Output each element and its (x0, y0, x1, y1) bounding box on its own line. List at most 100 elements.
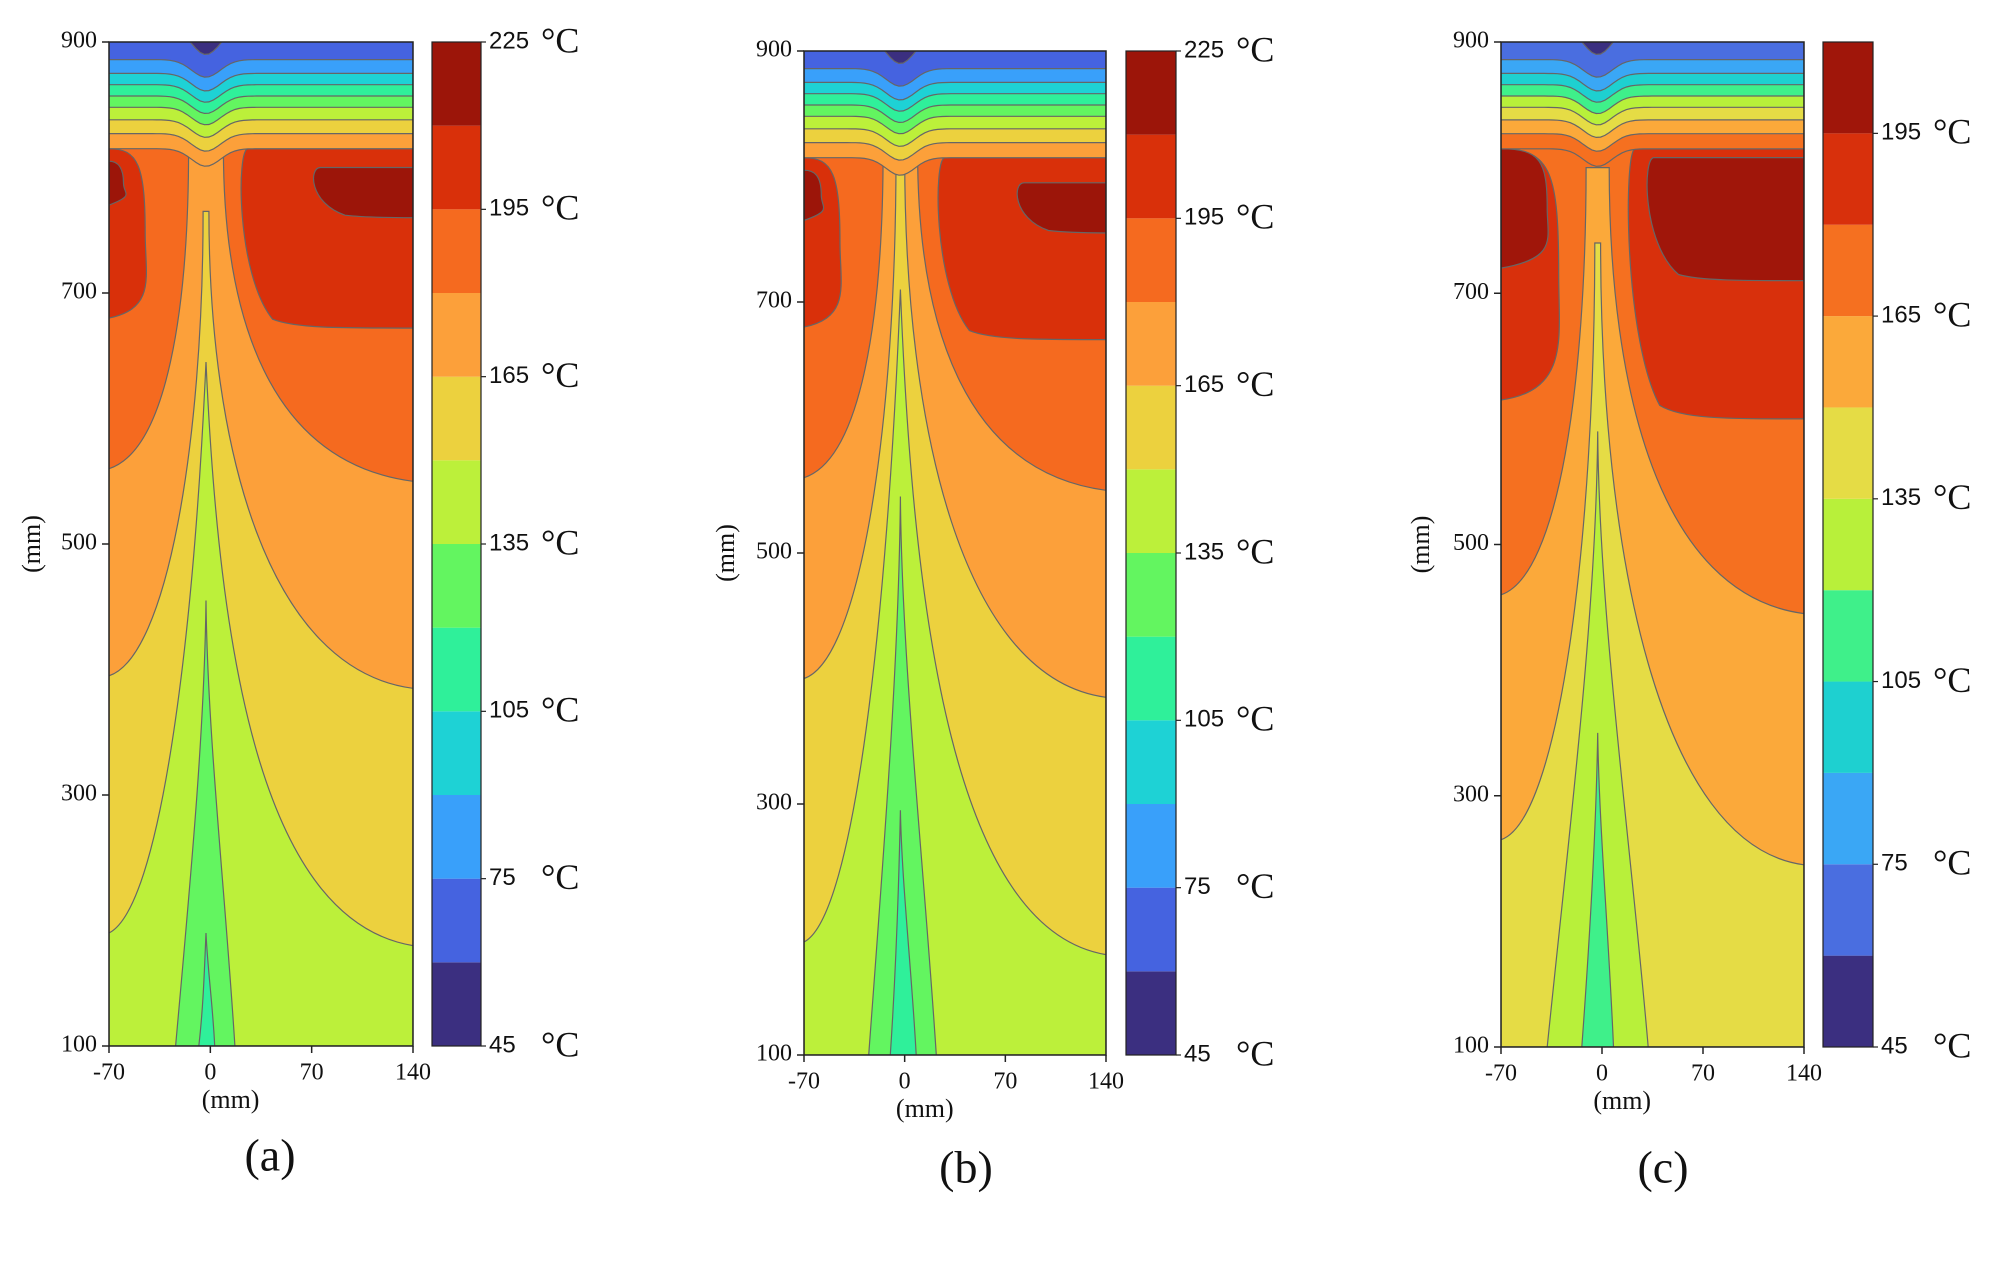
contour-band (804, 51, 1106, 87)
contour-band (174, 600, 236, 1046)
colorbar-band (432, 878, 481, 963)
colorbar-band (1823, 316, 1873, 408)
contour-band (109, 42, 413, 78)
y-tick-label: 100 (756, 1041, 792, 1067)
panel-caption: (c) (1637, 1142, 1688, 1193)
contour-band (868, 496, 937, 1055)
colorbar-tick-label: 45 (489, 1031, 516, 1058)
y-tick-label: 300 (1453, 781, 1489, 807)
y-axis-label: (mm) (711, 524, 740, 582)
colorbar-frame (1822, 41, 1874, 1048)
contour-band (198, 932, 216, 1046)
y-tick-label: 900 (1453, 28, 1489, 54)
contour-band (883, 51, 917, 65)
colorbar-unit: °C (1236, 29, 1274, 69)
contour-band (1501, 148, 1549, 269)
y-axis-label: (mm) (17, 515, 46, 573)
colorbar-band (1823, 772, 1873, 865)
colorbar-band (1126, 553, 1176, 637)
x-tick-label: -70 (93, 1060, 125, 1086)
colorbar-band (1823, 133, 1873, 225)
colorbar-unit: °C (541, 20, 579, 60)
colorbar-band (432, 209, 481, 293)
colorbar-band (1823, 498, 1873, 591)
colorbar-tick-label: 105 (1881, 667, 1921, 694)
colorbar-band (1126, 218, 1176, 302)
x-tick-label: 140 (1786, 1061, 1822, 1087)
colorbar-unit: °C (1236, 197, 1274, 237)
colorbar-unit: °C (1933, 294, 1971, 334)
y-tick-label: 100 (1453, 1033, 1489, 1059)
y-tick-label: 700 (756, 288, 792, 314)
colorbar-tick-label: 135 (489, 529, 529, 556)
contour-field (109, 42, 413, 1046)
colorbar-band (1126, 51, 1176, 135)
contour-band (109, 361, 413, 1046)
colorbar-tick-label: 75 (1881, 850, 1908, 877)
colorbar-band (432, 962, 481, 1046)
colorbar-band (1126, 971, 1176, 1055)
colorbar-band (1823, 224, 1873, 317)
colorbar-band (432, 293, 481, 377)
colorbar-band (1823, 955, 1873, 1047)
colorbar-tick-label: 45 (1184, 1040, 1211, 1067)
x-axis-label: (mm) (202, 1085, 260, 1114)
colorbar-unit: °C (541, 857, 579, 897)
colorbar-tick-label: 105 (1184, 706, 1224, 733)
contour-band (889, 810, 917, 1055)
y-axis-label: (mm) (1406, 516, 1435, 574)
y-tick-label: 900 (61, 28, 97, 54)
contour-band (1501, 42, 1804, 78)
colorbar-band (1126, 469, 1176, 553)
colorbar-tick-label: 105 (489, 697, 529, 724)
y-tick-label: 100 (61, 1032, 97, 1058)
contour-field (804, 51, 1106, 1055)
colorbar-band (432, 795, 481, 879)
colorbar-band (1126, 636, 1176, 721)
x-tick-label: 140 (1088, 1069, 1124, 1095)
contour-field (1501, 42, 1804, 1047)
y-tick-label: 900 (756, 37, 792, 63)
colorbar-band (1823, 864, 1873, 956)
colorbar-unit: °C (541, 355, 579, 395)
colorbar-band (1126, 887, 1176, 972)
x-tick-label: -70 (1485, 1061, 1517, 1087)
colorbar-tick-label: 165 (1881, 301, 1921, 328)
colorbar-tick-label: 75 (1184, 873, 1211, 900)
colorbar-unit: °C (1236, 531, 1274, 571)
colorbar-band (1126, 385, 1176, 470)
y-tick-label: 300 (756, 790, 792, 816)
colorbar-tick-label: 75 (489, 864, 516, 891)
colorbar-unit: °C (1933, 1025, 1971, 1065)
colorbar-band (432, 376, 481, 461)
contour-band (189, 42, 223, 56)
y-tick-label: 500 (756, 539, 792, 565)
contour-band (804, 289, 1106, 1055)
y-tick-label: 300 (61, 781, 97, 807)
y-tick-label: 700 (61, 279, 97, 305)
colorbar-tick-label: 45 (1881, 1032, 1908, 1059)
colorbar-unit: °C (1933, 843, 1971, 883)
colorbar-band (1823, 42, 1873, 134)
panel-caption: (b) (939, 1142, 993, 1193)
contour-band (1581, 42, 1615, 56)
x-tick-label: 70 (993, 1069, 1017, 1095)
contour-band (804, 169, 825, 222)
colorbar-band (432, 125, 481, 210)
colorbar-unit: °C (1236, 364, 1274, 404)
colorbar-unit: °C (1933, 660, 1971, 700)
colorbar-unit: °C (1933, 477, 1971, 517)
colorbar-tick-label: 135 (1184, 538, 1224, 565)
colorbar-unit: °C (1236, 699, 1274, 739)
colorbar-unit: °C (1236, 866, 1274, 906)
x-axis-label: (mm) (896, 1094, 954, 1123)
colorbar-band (1126, 720, 1176, 804)
panel-caption: (a) (244, 1130, 295, 1181)
colorbar-tick-label: 195 (1881, 119, 1921, 146)
x-tick-label: 0 (899, 1069, 911, 1095)
colorbar-unit: °C (541, 1024, 579, 1064)
x-tick-label: -70 (788, 1069, 820, 1095)
colorbar-tick-label: 195 (489, 195, 529, 222)
colorbar-unit: °C (1236, 1033, 1274, 1073)
